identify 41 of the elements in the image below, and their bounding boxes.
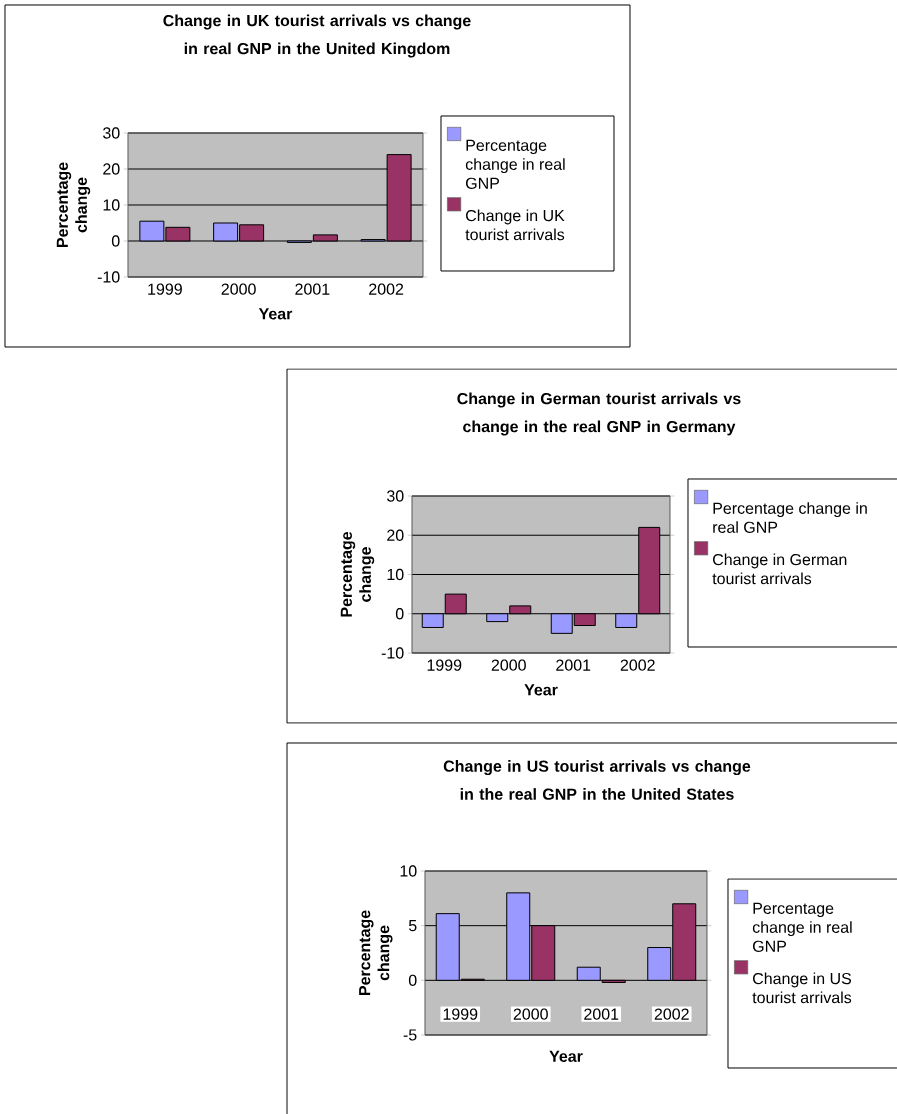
legend-label: Percentage change in real GNP (713, 502, 867, 533)
y-tick-label: 20 (387, 529, 404, 541)
y-tick-label: 30 (387, 490, 404, 502)
y-tick-label: 20 (103, 163, 120, 175)
x-tick-label: 1999 (427, 659, 462, 671)
legend-label: Percentage change in real GNP (752, 902, 852, 952)
x-tick-label: 2001 (295, 283, 330, 295)
y-axis-title: Percentage change (340, 531, 375, 617)
legend-label: Change in US tourist arrivals (752, 972, 852, 1004)
y-tick-label: 0 (395, 608, 404, 620)
legend-label: Change in UK tourist arrivals (465, 209, 565, 241)
x-axis-title: Year (524, 684, 558, 696)
x-axis-title: Year (549, 1050, 583, 1062)
x-tick-label: 2002 (654, 1008, 689, 1020)
y-tick-label: 10 (103, 199, 120, 211)
y-tick-label: -10 (97, 271, 120, 283)
y-tick-label: -5 (403, 1029, 417, 1041)
x-tick-label: 2000 (221, 283, 256, 295)
x-tick-label: 2000 (513, 1008, 548, 1020)
y-tick-label: 10 (387, 568, 404, 581)
legend-label: Percentage change in real GNP (465, 139, 565, 189)
y-axis-title: Percentage change (56, 162, 91, 248)
x-tick-label: 2000 (491, 659, 526, 671)
x-tick-label: 2002 (369, 283, 404, 295)
x-tick-label: 2001 (556, 659, 591, 671)
y-tick-label: 30 (103, 127, 120, 139)
x-tick-label: 1999 (148, 283, 182, 295)
x-tick-label: 1999 (443, 1008, 478, 1020)
y-axis-title: Percentage change (359, 910, 393, 996)
y-tick-label: 0 (111, 235, 120, 247)
x-tick-label: 2002 (620, 659, 655, 671)
y-tick-label: 0 (408, 974, 417, 986)
legend-label: Change in German tourist arrivals (712, 553, 847, 585)
x-tick-label: 2001 (584, 1008, 619, 1020)
chart-title: Change in UK tourist arrivals vs change in real GNP in the United Kingdom (163, 14, 471, 58)
chart-title: Change in German tourist arrivals vs change in the real GNP in Germany (457, 392, 741, 436)
chart-title: Change in US tourist arrivals vs change in the real GNP in the United States (443, 760, 751, 800)
x-axis-title: Year (258, 308, 293, 320)
y-tick-label: 5 (408, 920, 417, 932)
y-tick-label: -10 (381, 647, 404, 659)
y-tick-label: 10 (400, 865, 417, 877)
